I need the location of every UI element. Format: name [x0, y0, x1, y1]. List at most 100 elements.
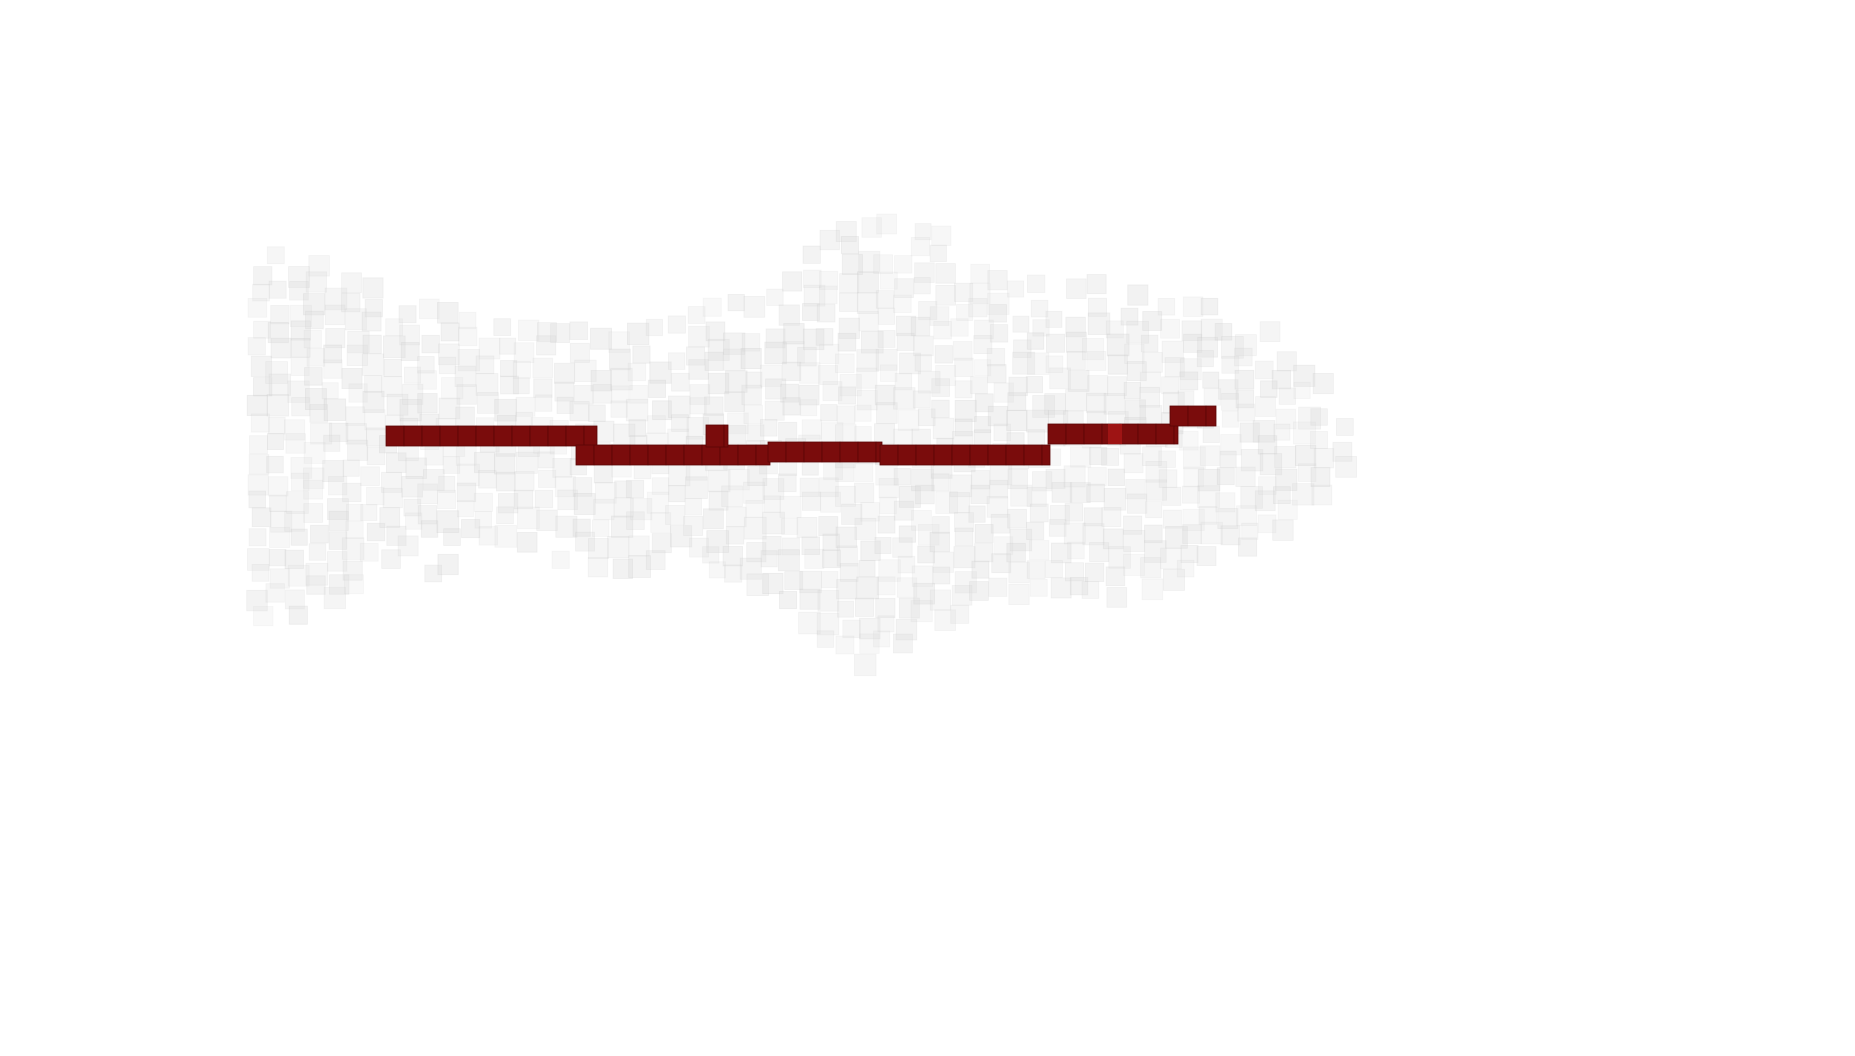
voxel-cube — [815, 328, 834, 346]
voxel-cube — [290, 472, 310, 492]
voxel-cube — [323, 434, 341, 452]
voxel-cube — [860, 502, 880, 522]
voxel-cube — [1252, 420, 1276, 443]
voxel-cube — [1049, 367, 1071, 390]
voxel-cube — [1278, 387, 1296, 405]
voxel-cube — [1086, 274, 1107, 295]
voxel-cube — [269, 526, 291, 548]
voxel-cube — [1312, 372, 1334, 395]
voxel-cube — [552, 457, 573, 478]
voxel-cube — [1063, 465, 1086, 488]
voxel-cube — [974, 319, 994, 340]
voxel-cube — [341, 272, 362, 294]
voxel-cube — [854, 426, 872, 444]
voxel-cube — [1142, 351, 1163, 373]
voxel-cube — [1032, 319, 1050, 337]
voxel-cube — [879, 496, 897, 515]
voxel-cube — [268, 280, 287, 299]
voxel-cube — [1157, 297, 1176, 316]
voxel-cube — [1274, 446, 1297, 469]
voxel-cube — [820, 404, 838, 422]
voxel-cube — [592, 519, 610, 537]
voxel-cube — [954, 418, 973, 437]
voxel-cube — [1069, 577, 1089, 596]
voxel-cube — [1108, 546, 1131, 569]
voxel-cube — [818, 516, 839, 537]
voxel-cube — [1032, 471, 1053, 492]
voxel-cube — [247, 474, 269, 496]
voxel-cube — [343, 574, 364, 595]
voxel-cube — [1007, 508, 1027, 529]
voxel-cube — [854, 404, 872, 422]
voxel-cube — [819, 270, 839, 290]
voxel-cube — [575, 531, 595, 552]
voxel-cube — [1202, 371, 1220, 389]
voxel-cube — [704, 396, 724, 416]
voxel-cube — [1181, 320, 1203, 341]
voxel-cube — [971, 560, 990, 579]
voxel-cube — [438, 356, 457, 375]
voxel-cube — [991, 553, 1012, 574]
voxel-cube — [1010, 484, 1033, 507]
voxel-cube — [708, 490, 729, 511]
voxel-cube — [285, 433, 306, 454]
voxel-cube — [1141, 578, 1164, 601]
voxel-cube — [1087, 467, 1107, 487]
voxel-cube — [763, 495, 781, 513]
voxel-cube — [555, 515, 578, 538]
voxel-cube — [702, 297, 722, 317]
voxel-cube — [284, 549, 304, 569]
voxel-cube — [284, 511, 305, 532]
voxel-cube — [323, 344, 343, 364]
voxel-cube — [935, 284, 956, 306]
voxel-cube — [497, 493, 519, 514]
voxel-cube — [1065, 316, 1086, 338]
voxel-cube — [500, 360, 518, 378]
voxel-cube — [1063, 522, 1086, 545]
voxel-cube — [1240, 486, 1264, 509]
voxel-cube — [1235, 466, 1256, 487]
voxel-cube — [590, 327, 613, 350]
path-voxel — [1137, 423, 1157, 445]
voxel-cube — [760, 419, 778, 437]
voxel-cube — [348, 383, 368, 403]
voxel-cube — [970, 263, 990, 284]
voxel-cube — [517, 506, 540, 530]
path-voxel — [493, 425, 513, 447]
voxel-cube — [782, 341, 805, 364]
voxel-cube — [1236, 505, 1257, 527]
voxel-cube — [324, 287, 348, 311]
voxel-cube — [304, 388, 327, 411]
voxel-cube — [954, 399, 977, 422]
path-voxel — [767, 441, 787, 463]
voxel-cube — [1066, 278, 1087, 299]
voxel-cube — [1271, 369, 1292, 390]
path-voxel — [857, 441, 877, 463]
voxel-cube — [1126, 361, 1147, 382]
voxel-cube — [896, 577, 918, 598]
voxel-cube — [877, 329, 896, 348]
voxel-cube — [858, 310, 879, 332]
voxel-cube — [309, 404, 329, 423]
voxel-cube — [494, 453, 516, 475]
voxel-cube — [689, 397, 707, 415]
voxel-cube — [625, 398, 649, 422]
voxel-cube — [836, 579, 857, 600]
voxel-cube — [266, 246, 285, 265]
voxel-cube — [1313, 447, 1335, 469]
voxel-cube — [625, 479, 645, 499]
voxel-cube — [405, 457, 427, 479]
voxel-cube — [1234, 334, 1257, 357]
voxel-cube — [688, 325, 710, 348]
voxel-cube — [347, 330, 370, 354]
voxel-cube — [1125, 399, 1146, 421]
voxel-cube — [290, 337, 311, 358]
voxel-cube — [839, 374, 862, 397]
voxel-cube — [364, 375, 383, 394]
voxel-cube — [1332, 441, 1353, 462]
voxel-cube — [532, 357, 554, 379]
voxel-cube — [915, 484, 935, 505]
voxel-cube — [895, 618, 918, 641]
voxel-cube — [1158, 469, 1178, 488]
